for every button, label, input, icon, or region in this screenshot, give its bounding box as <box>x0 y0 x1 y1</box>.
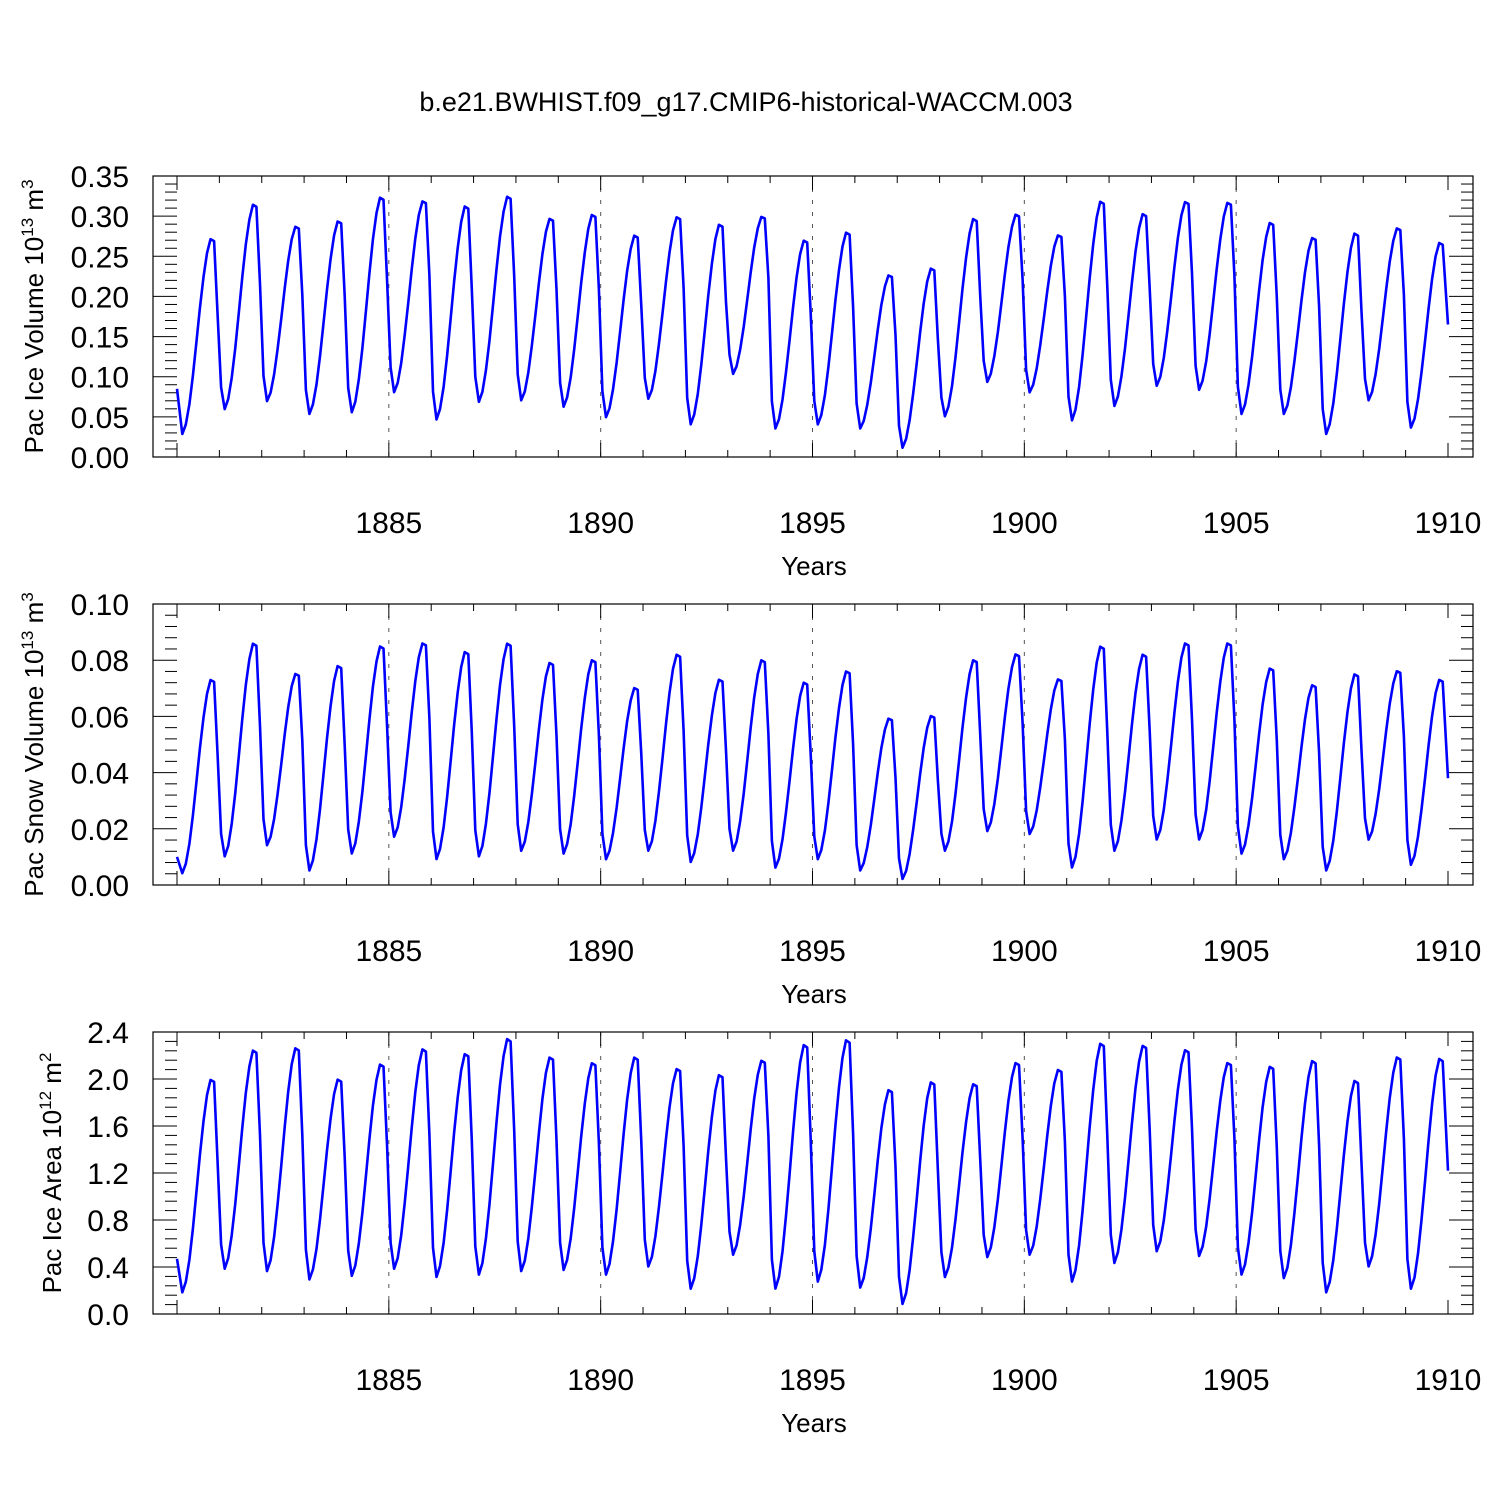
y-tick-label: 0.08 <box>71 645 129 678</box>
y-axis-label-text: Pac Ice Volume 10 <box>19 237 49 454</box>
y-tick-label: 0.15 <box>71 322 129 355</box>
y-tick-label: 0.04 <box>71 758 129 791</box>
series-line <box>175 195 1450 449</box>
x-tick-label: 1910 <box>1415 935 1482 968</box>
x-tick-label: 1905 <box>1203 935 1270 968</box>
x-axis-label: Years <box>781 979 847 1009</box>
series-line <box>175 1037 1450 1306</box>
y-tick-label: 0.00 <box>71 442 129 475</box>
y-tick-label: 0.4 <box>87 1252 129 1285</box>
y-axis-label-unit: m <box>19 602 49 631</box>
x-tick-label: 1900 <box>991 507 1058 540</box>
x-tick-label: 1900 <box>991 935 1058 968</box>
y-axis-label: Pac Snow Volume 1013 m3 <box>18 592 49 896</box>
y-axis-label: Pac Ice Area 1012 m2 <box>36 1053 67 1294</box>
y-tick-label: 0.00 <box>71 870 129 903</box>
x-tick-label: 1905 <box>1203 507 1270 540</box>
y-axis-label-unit-exponent: 3 <box>18 179 37 188</box>
y-tick-label: 0.35 <box>71 161 129 194</box>
y-tick-label: 0.30 <box>71 201 129 234</box>
x-tick-label: 1910 <box>1415 1364 1482 1397</box>
y-axis-label-text: Pac Snow Volume 10 <box>19 650 49 897</box>
y-tick-label: 0.10 <box>71 589 129 622</box>
panel-1: 1885 1890 1895 1900 1905 1910 Years 0.00 0.05 0.1… <box>18 161 1481 581</box>
panel-2: 1885 1890 1895 1900 1905 1910 Years 0.00 0.02 0.0… <box>18 589 1481 1009</box>
y-tick-label: 0.02 <box>71 814 129 847</box>
y-tick-label: 1.2 <box>87 1158 129 1191</box>
x-tick-label: 1885 <box>355 935 422 968</box>
x-tick-label: 1895 <box>779 1364 846 1397</box>
y-axis-label-unit: m <box>37 1062 67 1091</box>
y-tick-label: 0.20 <box>71 281 129 314</box>
y-axis-label-unit-exponent: 3 <box>18 592 37 601</box>
y-axis-label-unit-exponent: 2 <box>36 1053 55 1062</box>
y-axis-label: Pac Ice Volume 1013 m3 <box>18 179 49 453</box>
y-tick-label: 2.0 <box>87 1064 129 1097</box>
x-tick-label: 1910 <box>1415 507 1482 540</box>
y-tick-label: 0.25 <box>71 241 129 274</box>
x-tick-label: 1890 <box>567 1364 634 1397</box>
x-tick-label: 1885 <box>355 1364 422 1397</box>
y-tick-label: 0.05 <box>71 402 129 435</box>
y-axis-label-text: Pac Ice Area 10 <box>37 1110 67 1294</box>
y-tick-label: 0.8 <box>87 1205 129 1238</box>
y-axis-label-unit: m <box>19 189 49 218</box>
x-tick-label: 1890 <box>567 935 634 968</box>
y-axis-label-exponent: 13 <box>18 631 37 650</box>
series-line <box>175 642 1450 881</box>
x-axis-label: Years <box>781 551 847 581</box>
x-tick-label: 1890 <box>567 507 634 540</box>
x-tick-label: 1895 <box>779 935 846 968</box>
y-tick-label: 0.06 <box>71 701 129 734</box>
x-axis-label: Years <box>781 1408 847 1438</box>
panel-3: 1885 1890 1895 1900 1905 1910 Years 0.0 0.4 0.8 1.… <box>36 1017 1481 1438</box>
y-tick-label: 1.6 <box>87 1111 129 1144</box>
chart-title: b.e21.BWHIST.f09_g17.CMIP6-historical-WA… <box>419 87 1072 117</box>
y-axis-label-exponent: 12 <box>36 1091 55 1110</box>
plot-frame <box>152 175 1474 458</box>
x-tick-label: 1900 <box>991 1364 1058 1397</box>
y-tick-label: 0.0 <box>87 1299 129 1332</box>
y-tick-label: 0.10 <box>71 362 129 395</box>
y-axis-label-exponent: 13 <box>18 218 37 237</box>
x-tick-label: 1905 <box>1203 1364 1270 1397</box>
y-tick-label: 2.4 <box>87 1017 129 1050</box>
x-tick-label: 1885 <box>355 507 422 540</box>
x-tick-label: 1895 <box>779 507 846 540</box>
